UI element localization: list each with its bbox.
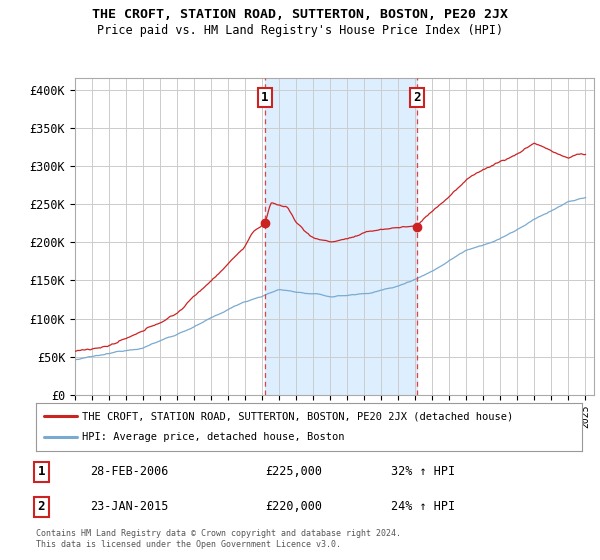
Text: THE CROFT, STATION ROAD, SUTTERTON, BOSTON, PE20 2JX: THE CROFT, STATION ROAD, SUTTERTON, BOST… — [92, 8, 508, 21]
Text: £220,000: £220,000 — [265, 500, 322, 514]
Bar — [265, 78, 416, 395]
Text: 1: 1 — [261, 91, 269, 104]
Text: THE CROFT, STATION ROAD, SUTTERTON, BOSTON, PE20 2JX (detached house): THE CROFT, STATION ROAD, SUTTERTON, BOST… — [82, 411, 514, 421]
Text: 28-FEB-2006: 28-FEB-2006 — [91, 465, 169, 478]
Text: £225,000: £225,000 — [265, 465, 322, 478]
Text: 1: 1 — [38, 465, 45, 478]
Text: 24% ↑ HPI: 24% ↑ HPI — [391, 500, 455, 514]
Text: 2: 2 — [38, 500, 45, 514]
Text: Price paid vs. HM Land Registry's House Price Index (HPI): Price paid vs. HM Land Registry's House … — [97, 24, 503, 36]
Text: HPI: Average price, detached house, Boston: HPI: Average price, detached house, Bost… — [82, 432, 345, 442]
Text: Contains HM Land Registry data © Crown copyright and database right 2024.
This d: Contains HM Land Registry data © Crown c… — [36, 529, 401, 549]
Text: 23-JAN-2015: 23-JAN-2015 — [91, 500, 169, 514]
Text: 2: 2 — [413, 91, 421, 104]
Text: 32% ↑ HPI: 32% ↑ HPI — [391, 465, 455, 478]
